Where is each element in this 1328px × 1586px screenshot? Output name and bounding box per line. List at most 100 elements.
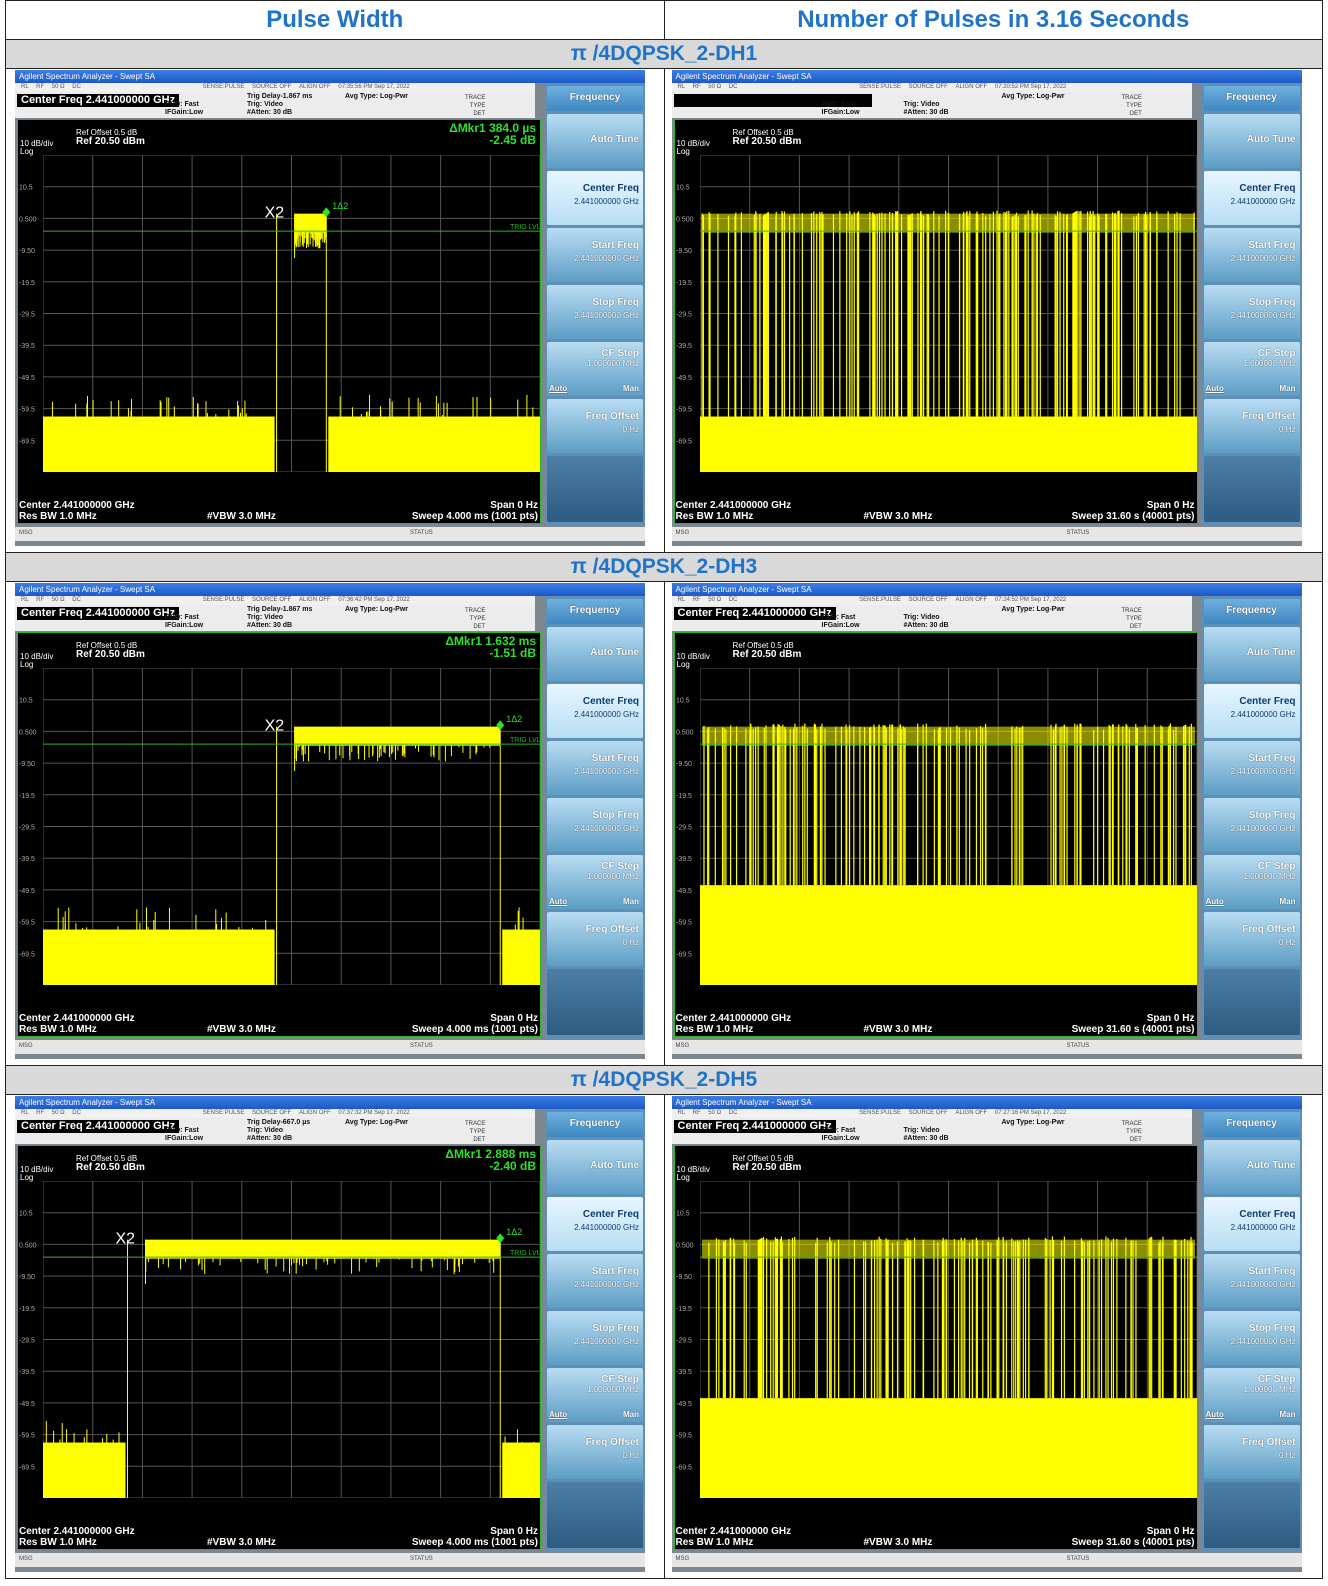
softkey-center-freq[interactable]: Center Freq 2.441000000 GHz <box>547 684 643 738</box>
ref-info: Ref Offset 0.5 dB Ref 20.50 dBm <box>733 128 802 147</box>
rf-label: RF <box>36 84 45 90</box>
softkey-cf-step-auto[interactable]: Auto <box>549 384 568 393</box>
softkey-freq-offset[interactable]: Freq Offset 0 Hz <box>1203 399 1300 453</box>
y-tick-label: 10.5 <box>676 185 690 192</box>
center-freq-readout[interactable]: Center Freq 2.441000000 GHz <box>17 94 180 107</box>
ref-info: Ref Offset 0.5 dB Ref 20.50 dBm <box>76 641 145 660</box>
softkey-cf-step[interactable]: CF Step 1.000000 MHz Auto Man <box>547 1368 643 1422</box>
softkey-freq-offset[interactable]: Freq Offset 0 Hz <box>547 912 643 966</box>
softkey-center-freq[interactable]: Center Freq 2.441000000 GHz <box>1203 171 1300 225</box>
softkey-start-freq[interactable]: Start Freq 2.441000000 GHz <box>1203 228 1300 282</box>
softkey-start-freq-label: Start Freq <box>591 240 639 251</box>
delta-marker-value: -2.45 dB <box>489 133 536 147</box>
center-freq-readout[interactable]: Center Freq 2.441000000 GHz <box>673 607 836 620</box>
softkey-cf-step-auto[interactable]: Auto <box>549 897 568 906</box>
softkey-freq-offset[interactable]: Freq Offset 0 Hz <box>1203 912 1300 966</box>
softkey-auto-tune[interactable]: Auto Tune <box>547 114 643 168</box>
softkey-freq-offset-label: Freq Offset <box>585 924 639 935</box>
softkey-stop-freq[interactable]: Stop Freq 2.441000000 GHz <box>1203 798 1300 852</box>
det-label: DET <box>473 111 486 117</box>
softkey-stop-freq[interactable]: Stop Freq 2.441000000 GHz <box>547 285 643 339</box>
softkey-cf-step[interactable]: CF Step 1.000000 MHz Auto Man <box>547 342 643 396</box>
softkey-start-freq[interactable]: Start Freq 2.441000000 GHz <box>1203 1254 1300 1308</box>
softkey-start-freq[interactable]: Start Freq 2.441000000 GHz <box>547 741 643 795</box>
source-label: SOURCE OFF <box>252 597 292 603</box>
softkey-cf-step-man[interactable]: Man <box>1279 1410 1296 1419</box>
softkey-stop-freq[interactable]: Stop Freq 2.441000000 GHz <box>1203 1311 1300 1365</box>
softkey-cf-step-man[interactable]: Man <box>623 1410 639 1419</box>
softkey-blank[interactable] <box>1203 456 1300 522</box>
status-label: STATUS <box>1066 1043 1090 1049</box>
vbw-label: #VBW 3.0 MHz <box>863 1537 933 1548</box>
sense-label: SENSE:PULSE <box>859 1110 901 1116</box>
row-title-dh1: π /4DQPSK_2-DH1 <box>5 39 1323 69</box>
span-label: Span 0 Hz <box>1146 1013 1195 1024</box>
softkey-frequency-title[interactable]: Frequency <box>547 1112 643 1137</box>
softkey-blank[interactable] <box>1203 969 1300 1035</box>
softkey-freq-offset-value: 0 Hz <box>1279 938 1296 947</box>
softkey-cf-step[interactable]: CF Step 1.000000 MHz Auto Man <box>1203 342 1300 396</box>
softkey-blank[interactable] <box>1203 1482 1300 1548</box>
softkey-stop-freq[interactable]: Stop Freq 2.441000000 GHz <box>1203 285 1300 339</box>
softkey-auto-tune[interactable]: Auto Tune <box>1203 114 1300 168</box>
rl-label: RL <box>677 597 685 603</box>
center-freq-readout[interactable]: Center Freq 2.441000000 GHz <box>17 1120 180 1133</box>
scale-info: 10 dB/div Log <box>677 653 710 669</box>
softkey-cf-step-man[interactable]: Man <box>623 384 639 393</box>
softkey-cf-step-auto[interactable]: Auto <box>549 1410 568 1419</box>
softkey-auto-tune[interactable]: Auto Tune <box>1203 1140 1300 1194</box>
softkey-stop-freq[interactable]: Stop Freq 2.441000000 GHz <box>547 798 643 852</box>
softkey-blank[interactable] <box>547 1482 643 1548</box>
softkey-cf-step-auto[interactable]: Auto <box>1205 1410 1224 1419</box>
softkey-center-freq[interactable]: Center Freq 2.441000000 GHz <box>1203 1197 1300 1251</box>
softkey-center-freq-value: 2.441000000 GHz <box>574 1223 639 1232</box>
softkey-start-freq[interactable]: Start Freq 2.441000000 GHz <box>547 228 643 282</box>
softkey-cf-step-man[interactable]: Man <box>623 897 639 906</box>
y-tick-label: 10.5 <box>19 698 33 705</box>
trigger-level-label: TRIG LVL <box>510 737 540 744</box>
softkey-cf-step-auto[interactable]: Auto <box>1205 897 1224 906</box>
softkey-auto-tune[interactable]: Auto Tune <box>1203 627 1300 681</box>
softkey-cf-step[interactable]: CF Step 1.000000 MHz Auto Man <box>1203 1368 1300 1422</box>
delta-marker-readout: ΔMkr1 2.888 ms -2.40 dB <box>445 1148 536 1172</box>
softkey-cf-step-auto[interactable]: Auto <box>1205 384 1224 393</box>
softkey-auto-tune[interactable]: Auto Tune <box>547 627 643 681</box>
softkey-stop-freq-value: 2.441000000 GHz <box>1230 824 1296 833</box>
center-label: Center 2.441000000 GHz <box>19 500 135 511</box>
softkey-frequency-title[interactable]: Frequency <box>547 86 643 111</box>
atten-label: #Atten: 30 dB <box>903 1135 949 1142</box>
span-label: Span 0 Hz <box>1146 500 1195 511</box>
softkey-cf-step-man[interactable]: Man <box>1279 897 1296 906</box>
softkey-frequency-title[interactable]: Frequency <box>1203 599 1300 624</box>
softkey-blank[interactable] <box>547 969 643 1035</box>
center-freq-readout[interactable]: Center Freq 2.441000000 GHz <box>673 1120 836 1133</box>
softkey-center-freq[interactable]: Center Freq 2.441000000 GHz <box>1203 684 1300 738</box>
softkey-freq-offset[interactable]: Freq Offset 0 Hz <box>547 1425 643 1479</box>
softkey-cf-step[interactable]: CF Step 1.000000 MHz Auto Man <box>1203 855 1300 909</box>
cell-dh1-right: Agilent Spectrum Analyzer - Swept SA RL … <box>663 68 1323 553</box>
softkey-start-freq[interactable]: Start Freq 2.441000000 GHz <box>547 1254 643 1308</box>
softkey-blank[interactable] <box>547 456 643 522</box>
center-freq-readout[interactable]: Center Freq 2.441000000 GHz <box>17 607 180 620</box>
softkey-auto-tune[interactable]: Auto Tune <box>547 1140 643 1194</box>
softkey-freq-offset[interactable]: Freq Offset 0 Hz <box>1203 1425 1300 1479</box>
pno-label: PNO: Fast <box>821 614 856 621</box>
y-tick-label: 10.5 <box>19 185 33 192</box>
softkey-frequency-title[interactable]: Frequency <box>1203 86 1300 111</box>
softkey-stop-freq[interactable]: Stop Freq 2.441000000 GHz <box>547 1311 643 1365</box>
softkey-frequency-title[interactable]: Frequency <box>547 599 643 624</box>
softkey-center-freq[interactable]: Center Freq 2.441000000 GHz <box>547 1197 643 1251</box>
log-label: Log <box>20 147 34 156</box>
softkey-center-freq[interactable]: Center Freq 2.441000000 GHz <box>547 171 643 225</box>
softkey-start-freq[interactable]: Start Freq 2.441000000 GHz <box>1203 741 1300 795</box>
center-label: Center 2.441000000 GHz <box>675 500 792 511</box>
softkey-freq-offset[interactable]: Freq Offset 0 Hz <box>547 399 643 453</box>
softkey-cf-step-man[interactable]: Man <box>1279 384 1296 393</box>
ref-info: Ref Offset 0.5 dB Ref 20.50 dBm <box>733 641 802 660</box>
center-freq-readout[interactable] <box>673 94 872 107</box>
softkey-frequency-title[interactable]: Frequency <box>1203 1112 1300 1137</box>
softkey-cf-step-label: CF Step <box>1257 1374 1296 1385</box>
coupling-label: DC <box>728 1110 738 1116</box>
ref-offset: Ref Offset 0.5 dB <box>732 1154 794 1163</box>
softkey-cf-step[interactable]: CF Step 1.000000 MHz Auto Man <box>547 855 643 909</box>
